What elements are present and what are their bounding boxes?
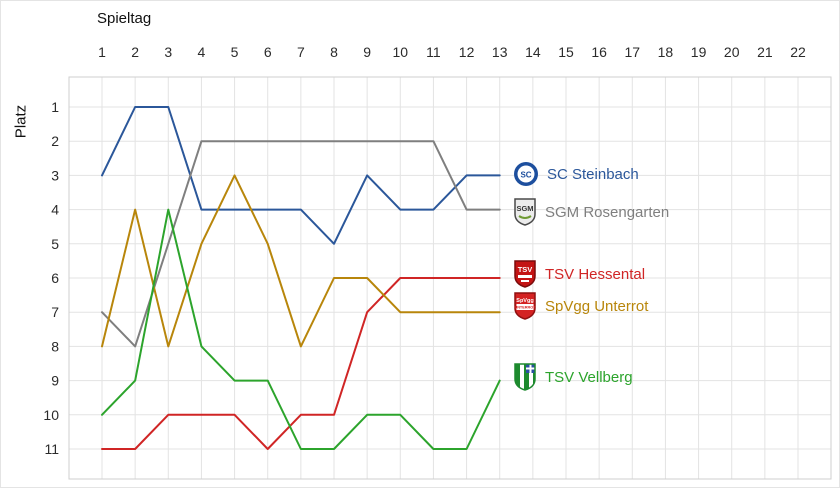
legend-label: TSV Hessental: [545, 265, 646, 283]
spvgg-unterrot-logo: SpVgg UNTERROT: [514, 292, 536, 320]
x-tick-label: 12: [459, 44, 475, 60]
x-tick-label: 18: [658, 44, 674, 60]
tsv-hessental-logo: TSV: [514, 260, 536, 288]
legend-label: SC Steinbach: [547, 165, 639, 183]
legend-item-tsv-vellberg: TSV Vellberg: [513, 363, 633, 391]
y-tick-label: 2: [51, 133, 59, 149]
x-tick-label: 21: [757, 44, 773, 60]
series-line-tsv-vellberg: [101, 208, 501, 450]
y-tick-label: 7: [51, 304, 59, 320]
y-tick-label: 3: [51, 167, 59, 183]
legend-item-sgm-rosengarten: SGM SGM Rosengarten: [513, 198, 669, 226]
x-tick-label: 1: [98, 44, 106, 60]
y-tick-label: 1: [51, 99, 59, 115]
x-tick-label: 8: [330, 44, 338, 60]
svg-text:SpVgg: SpVgg: [516, 298, 533, 304]
legend-label: TSV Vellberg: [545, 368, 633, 386]
y-tick-label: 9: [51, 373, 59, 389]
svg-text:UNTERROT: UNTERROT: [514, 306, 536, 310]
x-tick-label: 4: [198, 44, 206, 60]
legend-label: SGM Rosengarten: [545, 203, 670, 221]
svg-text:SC: SC: [520, 171, 531, 180]
x-tick-label: 17: [624, 44, 640, 60]
y-tick-label: 6: [51, 270, 59, 286]
series-line-sc-steinbach: [101, 106, 501, 245]
x-tick-label: 20: [724, 44, 740, 60]
x-tick-label: 22: [790, 44, 806, 60]
svg-text:SGM: SGM: [516, 204, 533, 213]
tsv-vellberg-logo: [514, 363, 536, 391]
x-tick-label: 6: [264, 44, 272, 60]
x-tick-label: 15: [558, 44, 574, 60]
legend-item-sc-steinbach: SC SC Steinbach: [513, 160, 639, 188]
legend-label: SpVgg Unterrot: [545, 297, 649, 315]
series-line-spvgg-unterrot: [101, 174, 501, 348]
legend-item-spvgg-unterrot: SpVgg UNTERROT SpVgg Unterrot: [513, 292, 648, 320]
y-tick-label: 11: [44, 441, 59, 457]
legend-item-tsv-hessental: TSV TSV Hessental: [513, 260, 645, 288]
x-tick-label: 19: [691, 44, 707, 60]
svg-text:TSV: TSV: [518, 265, 533, 274]
sc-steinbach-logo: SC: [514, 162, 538, 186]
x-tick-label: 3: [164, 44, 172, 60]
y-tick-label: 5: [51, 236, 59, 252]
x-tick-label: 16: [591, 44, 607, 60]
x-tick-label: 10: [392, 44, 408, 60]
x-tick-label: 13: [492, 44, 508, 60]
y-tick-label: 10: [43, 407, 59, 423]
x-tick-label: 5: [231, 44, 239, 60]
series-line-tsv-hessental: [101, 277, 501, 450]
series-line-sgm-rosengarten: [101, 140, 501, 348]
x-tick-label: 14: [525, 44, 541, 60]
sgm-rosengarten-logo: SGM: [514, 198, 536, 226]
y-tick-label: 4: [51, 202, 59, 218]
x-tick-label: 11: [426, 44, 441, 60]
x-tick-label: 2: [131, 44, 139, 60]
x-tick-label: 9: [363, 44, 371, 60]
x-axis-title: Spieltag: [97, 10, 152, 27]
y-tick-label: 8: [51, 338, 59, 354]
x-tick-label: 7: [297, 44, 305, 60]
